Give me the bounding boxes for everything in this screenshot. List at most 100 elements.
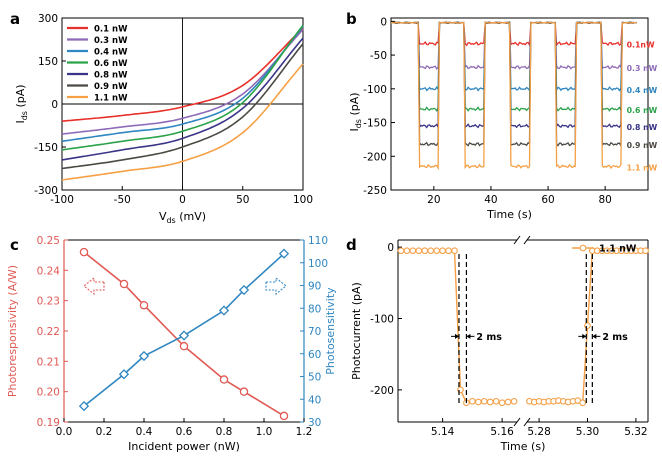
panel-b-series-line	[390, 21, 637, 93]
panel-b-ytick-label: 0	[380, 16, 387, 28]
panel-d-xtick-label: 5.30	[576, 426, 599, 438]
panel-d-marker	[480, 397, 488, 405]
panel-a-xlabel: Vds (mV)	[159, 210, 206, 225]
panel-a-legend-label: 0.6 nW	[94, 59, 128, 69]
panel-a-chart: -100 -50 0 50 100 -300 -150 0 150 300 Vds (mV) Ids …	[14, 13, 313, 225]
panel-b-series-label: 0.1nW	[627, 41, 655, 50]
panel-d-fall-annotation-label: 2 ms	[476, 332, 502, 343]
panel-d-ytick-label: -100	[370, 314, 394, 326]
panel-c-left-ytick-label: 0.19	[37, 417, 60, 429]
panel-d-marker	[409, 247, 417, 255]
panel-c-right-ytick-label: 50	[308, 372, 321, 384]
panel-c-sensitivity-marker	[238, 284, 250, 296]
panel-b-series-line	[391, 21, 637, 48]
panel-d-marker	[579, 399, 587, 407]
panel-c-responsivity-marker	[119, 279, 129, 289]
panel-c-right-ytick-label: 60	[308, 349, 321, 361]
panel-c-responsivity-marker	[279, 411, 289, 421]
panel-b-ytick-label: -50	[370, 50, 387, 62]
panel-d-marker	[403, 247, 411, 255]
panel-label-a-text: a	[10, 10, 20, 28]
panel-b-series-label: 0.3 nW	[627, 64, 658, 73]
panel-c-left-axis-arrow-icon	[83, 276, 105, 296]
panel-a-xtick-label: 50	[236, 194, 249, 206]
panel-d-marker	[421, 247, 429, 255]
panel-label-c-text: c	[10, 236, 19, 254]
panel-d-marker	[510, 397, 518, 405]
panel-c-right-ytick-label: 30	[308, 417, 321, 429]
panel-c-right-ytick-label: 40	[308, 394, 321, 406]
panel-c-sensitivity-marker	[138, 350, 150, 362]
panel-b-xtick-label: 40	[484, 194, 497, 206]
panel-d-axis-break-mark	[523, 235, 531, 245]
panel-b-ytick-label: -100	[363, 84, 387, 96]
panel-label-b-text: b	[346, 10, 357, 28]
panel-d-rise-annotation-arrowhead	[582, 333, 587, 339]
panel-c-left-ytick-label: 0.20	[37, 387, 60, 399]
panel-d-legend-marker	[579, 244, 587, 252]
panel-d-marker	[433, 247, 441, 255]
panel-c-chart: 0.0 0.2 0.4 0.6 0.8 1.0 1.2 0.19 0.20 0.21 0.22 0.2…	[6, 235, 337, 453]
panel-d-legend-label: 1.1 nW	[599, 244, 637, 255]
panel-d-xtick-label: 5.16	[490, 426, 514, 438]
panel-d-marker	[469, 397, 476, 405]
panel-b-series-label: 0.9 nW	[627, 141, 658, 150]
panel-a-xtick-label: 100	[293, 194, 313, 206]
panel-b-xtick-label: 20	[427, 194, 440, 206]
panel-c-sensitivity-marker	[178, 330, 190, 341]
panel-c-left-ytick-label: 0.22	[37, 326, 60, 338]
panel-label-d-text: d	[346, 236, 357, 254]
panel-a-series-line	[61, 63, 304, 181]
panel-c-xtick-label: 0.0	[56, 426, 73, 438]
panel-c-responsivity-marker	[139, 300, 149, 310]
panel-b-ytick-label: -250	[363, 185, 387, 197]
panel-c-left-ytick-label: 0.21	[37, 356, 60, 368]
panel-c-xtick-label: 0.4	[136, 426, 153, 438]
panel-a-legend-label: 0.3 nW	[94, 36, 128, 46]
panel-a-series-line	[61, 26, 304, 143]
panel-c-right-ytick-label: 90	[308, 281, 321, 293]
panel-c-xtick-label: 0.2	[96, 426, 113, 438]
panel-c-responsivity-marker	[79, 247, 89, 257]
panel-d-xtick-label: 5.32	[624, 426, 647, 438]
panel-d-ytick-label: -200	[370, 385, 394, 397]
panel-b-xtick-label: 80	[598, 194, 611, 206]
panel-a-legend-label: 1.1 nW	[94, 94, 128, 104]
panel-d-fall-annotation-arrowhead	[454, 333, 459, 339]
panel-d-marker	[445, 247, 452, 255]
panel-d-axis-break-mark	[513, 235, 521, 245]
panel-c-right-axis-arrow-icon	[265, 276, 287, 296]
panel-b-chart: 20 40 60 80 0 -50 -100 -150 -200 -250 Time (s) Ids …	[348, 16, 658, 221]
panel-d-ytick-label: 0	[387, 242, 394, 254]
panel-d-marker	[439, 247, 446, 255]
panel-c-xtick-label: 1.2	[296, 426, 313, 438]
panel-a-series-line	[61, 28, 304, 135]
panel-b-series-label: 0.4 nW	[627, 86, 658, 95]
panel-d-marker	[498, 399, 506, 407]
panel-c-xtick-label: 0.6	[176, 426, 193, 438]
panel-a-xtick-label: -100	[50, 194, 74, 206]
panel-a-legend-label: 0.1 nW	[94, 25, 128, 35]
panel-b-series-line	[390, 21, 637, 130]
panel-d-ylabel: Photocurrent (pA)	[350, 282, 363, 380]
panel-label-c: c	[10, 236, 19, 254]
panel-c-left-ytick-label: 0.23	[37, 296, 60, 308]
panel-c-xlabel: Incident power (nW)	[128, 440, 240, 453]
panel-d-trace-left	[401, 249, 515, 404]
panel-a-ytick-label: 0	[51, 99, 58, 111]
panel-b-series-line	[390, 21, 637, 149]
panel-d-marker	[451, 247, 458, 255]
panel-b-series-label: 0.6 nW	[627, 106, 658, 115]
panel-a-xtick-label: -50	[114, 194, 131, 206]
panel-a-legend-label: 0.9 nW	[94, 82, 128, 92]
panel-d-marker	[474, 398, 482, 406]
panel-c-right-ytick-label: 100	[308, 258, 328, 270]
panel-d-marker	[504, 398, 512, 406]
panel-a-series-line	[61, 24, 304, 151]
panel-d-chart: 0 -100 -200 5.14 5.16 5.28 5.30 5.32 Time (s) Pho…	[350, 235, 649, 453]
panel-b-ylabel: Ids (pA)	[348, 92, 363, 131]
panel-a-ytick-label: -300	[34, 185, 58, 197]
panel-d-xlabel: Time (s)	[500, 440, 546, 453]
panel-a-series-line	[61, 27, 304, 122]
